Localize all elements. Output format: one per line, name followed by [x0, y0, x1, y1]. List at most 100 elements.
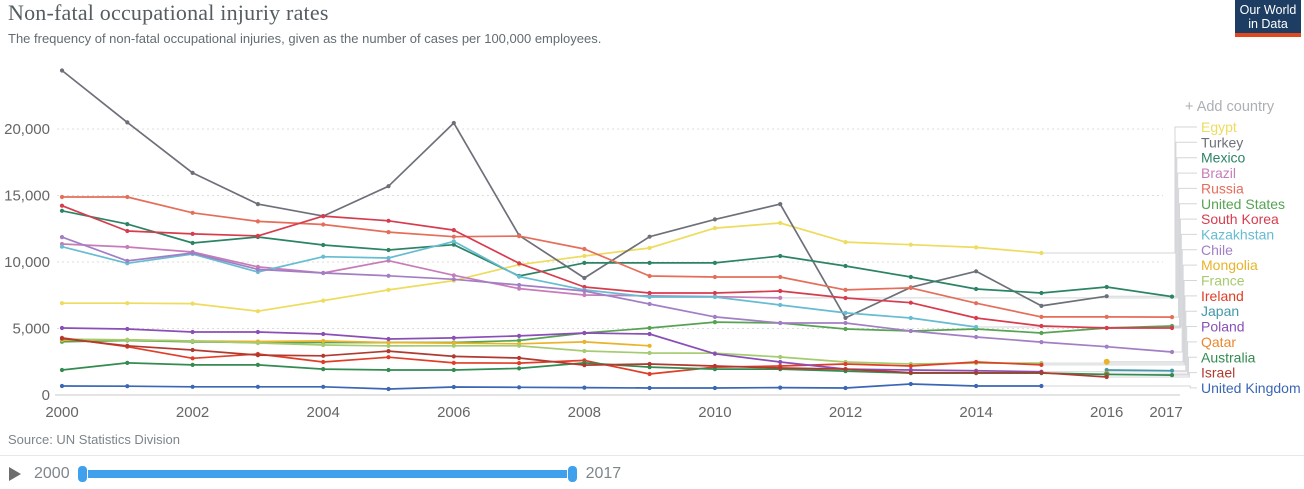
legend-label-japan[interactable]: Japan [1201, 303, 1239, 319]
data-point[interactable] [582, 292, 587, 298]
data-point[interactable] [517, 234, 522, 239]
data-point[interactable] [843, 385, 848, 391]
data-point[interactable] [908, 381, 913, 387]
data-point[interactable] [582, 253, 587, 259]
data-point[interactable] [59, 244, 65, 249]
data-point[interactable] [1039, 362, 1044, 367]
data-point[interactable] [843, 361, 848, 367]
data-point[interactable] [647, 343, 652, 348]
data-point[interactable] [647, 301, 652, 307]
data-point[interactable] [190, 356, 195, 361]
data-point[interactable] [647, 385, 652, 391]
data-point[interactable] [582, 385, 587, 390]
add-country-button[interactable]: + Add country [1185, 99, 1275, 115]
data-point[interactable] [1169, 349, 1175, 355]
data-point[interactable] [517, 343, 522, 348]
data-point[interactable] [908, 363, 913, 369]
data-point[interactable] [647, 234, 652, 239]
data-point[interactable] [647, 365, 652, 370]
data-point[interactable] [908, 242, 913, 247]
series-line[interactable] [61, 204, 1173, 329]
data-point[interactable] [1039, 314, 1044, 319]
data-point[interactable] [190, 240, 195, 246]
data-point[interactable] [1169, 368, 1175, 373]
data-point[interactable] [778, 302, 783, 308]
legend-label-israel[interactable]: Israel [1201, 365, 1235, 381]
data-point[interactable] [778, 365, 783, 371]
data-point[interactable] [190, 338, 195, 344]
data-point[interactable] [59, 367, 65, 373]
data-point[interactable] [59, 208, 65, 213]
data-point[interactable] [190, 329, 195, 335]
slider-handle-start[interactable] [77, 466, 87, 482]
data-point[interactable] [1104, 367, 1109, 373]
data-point[interactable] [712, 351, 718, 356]
series-line[interactable] [61, 383, 1043, 390]
data-point[interactable] [974, 383, 979, 389]
data-point[interactable] [1169, 315, 1175, 320]
data-point[interactable] [125, 343, 130, 348]
data-point[interactable] [843, 240, 848, 245]
data-point[interactable] [125, 228, 130, 234]
data-point[interactable] [647, 245, 652, 251]
legend-label-brazil[interactable]: Brazil [1201, 165, 1236, 181]
data-point[interactable] [647, 290, 652, 296]
data-point[interactable] [386, 355, 391, 360]
data-point[interactable] [125, 244, 130, 250]
data-point[interactable] [451, 120, 456, 126]
series-line[interactable] [61, 338, 1043, 365]
data-point[interactable] [778, 385, 783, 390]
data-point[interactable] [517, 333, 522, 338]
data-point[interactable] [321, 367, 326, 372]
legend-label-chile[interactable]: Chile [1201, 242, 1233, 258]
data-point[interactable] [125, 120, 130, 125]
data-point[interactable] [517, 366, 522, 371]
legend-label-mexico[interactable]: Mexico [1201, 150, 1246, 166]
data-point[interactable] [386, 343, 391, 348]
data-point[interactable] [1169, 294, 1175, 299]
legend-label-turkey[interactable]: Turkey [1201, 134, 1243, 150]
data-point[interactable] [255, 340, 260, 346]
data-point[interactable] [517, 282, 522, 288]
legend-label-australia[interactable]: Australia [1201, 349, 1256, 365]
data-point[interactable] [321, 384, 326, 389]
data-point[interactable] [451, 335, 456, 340]
data-point[interactable] [647, 273, 652, 279]
data-point[interactable] [974, 334, 979, 340]
data-point[interactable] [778, 359, 783, 365]
data-point[interactable] [974, 301, 979, 306]
data-point[interactable] [451, 234, 456, 239]
data-point[interactable] [59, 301, 65, 306]
data-point[interactable] [255, 309, 260, 314]
data-point[interactable] [125, 337, 130, 342]
data-point[interactable] [582, 288, 587, 294]
data-point[interactable] [59, 235, 65, 240]
data-point[interactable] [190, 210, 195, 215]
data-point[interactable] [1039, 323, 1044, 329]
legend-label-kazakhstan[interactable]: Kazakhstan [1201, 226, 1274, 242]
data-point[interactable] [908, 274, 913, 280]
data-point[interactable] [386, 287, 391, 292]
data-point[interactable] [1104, 314, 1109, 319]
data-point[interactable] [386, 247, 391, 253]
data-point[interactable] [386, 340, 391, 345]
data-point[interactable] [321, 331, 326, 337]
data-point[interactable] [321, 254, 326, 259]
data-point[interactable] [1169, 373, 1175, 378]
data-point[interactable] [125, 326, 130, 332]
data-point[interactable] [255, 233, 260, 238]
data-point[interactable] [59, 203, 65, 208]
slider-handle-end[interactable] [567, 466, 577, 482]
data-point[interactable] [190, 231, 195, 236]
data-point[interactable] [712, 314, 718, 319]
data-point[interactable] [582, 246, 587, 252]
legend-label-mongolia[interactable]: Mongolia [1201, 257, 1258, 273]
data-point[interactable] [386, 255, 391, 261]
series-line[interactable] [61, 196, 1173, 318]
data-point[interactable] [778, 220, 783, 226]
data-point[interactable] [582, 275, 587, 281]
data-point[interactable] [451, 367, 456, 373]
data-point[interactable] [1103, 358, 1110, 365]
data-point[interactable] [712, 290, 718, 296]
data-point[interactable] [908, 315, 913, 321]
